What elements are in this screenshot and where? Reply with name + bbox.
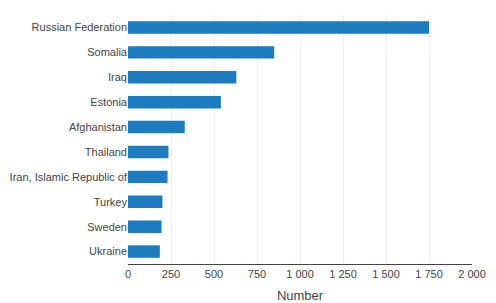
svg-text:1 000: 1 000 xyxy=(286,268,314,280)
svg-text:Turkey: Turkey xyxy=(94,196,128,208)
svg-text:2 000: 2 000 xyxy=(458,268,486,280)
svg-text:1 500: 1 500 xyxy=(372,268,400,280)
svg-text:Sweden: Sweden xyxy=(87,221,127,233)
svg-text:Estonia: Estonia xyxy=(90,96,128,108)
svg-text:1 250: 1 250 xyxy=(329,268,357,280)
svg-text:Iraq: Iraq xyxy=(108,71,127,83)
svg-text:Ukraine: Ukraine xyxy=(89,245,127,257)
svg-text:500: 500 xyxy=(205,268,223,280)
svg-text:0: 0 xyxy=(125,268,131,280)
svg-text:250: 250 xyxy=(162,268,180,280)
svg-text:Russian Federation: Russian Federation xyxy=(32,21,127,33)
svg-text:750: 750 xyxy=(248,268,266,280)
svg-text:Iran, Islamic Republic of: Iran, Islamic Republic of xyxy=(10,171,128,183)
svg-text:Thailand: Thailand xyxy=(85,146,127,158)
svg-text:Number: Number xyxy=(277,288,324,303)
svg-text:Afghanistan: Afghanistan xyxy=(69,121,127,133)
svg-text:1 750: 1 750 xyxy=(415,268,443,280)
svg-text:Somalia: Somalia xyxy=(87,46,128,58)
